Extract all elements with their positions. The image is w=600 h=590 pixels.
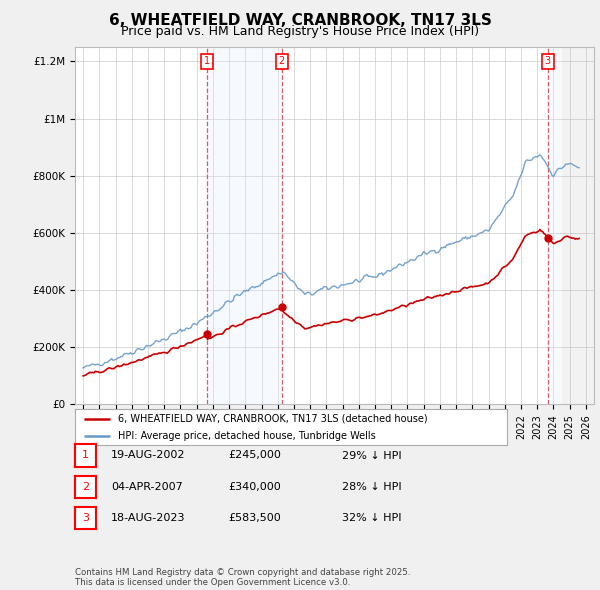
Text: 28% ↓ HPI: 28% ↓ HPI bbox=[342, 482, 401, 491]
Text: 1: 1 bbox=[82, 451, 89, 460]
Text: £583,500: £583,500 bbox=[228, 513, 281, 523]
Text: HPI: Average price, detached house, Tunbridge Wells: HPI: Average price, detached house, Tunb… bbox=[118, 431, 376, 441]
Text: 19-AUG-2002: 19-AUG-2002 bbox=[111, 451, 185, 460]
Text: 6, WHEATFIELD WAY, CRANBROOK, TN17 3LS: 6, WHEATFIELD WAY, CRANBROOK, TN17 3LS bbox=[109, 13, 491, 28]
Text: £340,000: £340,000 bbox=[228, 482, 281, 491]
Text: 2: 2 bbox=[279, 57, 285, 67]
Bar bbox=[207, 47, 282, 404]
Text: 6, WHEATFIELD WAY, CRANBROOK, TN17 3LS (detached house): 6, WHEATFIELD WAY, CRANBROOK, TN17 3LS (… bbox=[118, 414, 428, 424]
Text: 32% ↓ HPI: 32% ↓ HPI bbox=[342, 513, 401, 523]
Text: 3: 3 bbox=[544, 57, 551, 67]
Text: Contains HM Land Registry data © Crown copyright and database right 2025.
This d: Contains HM Land Registry data © Crown c… bbox=[75, 568, 410, 587]
Text: 04-APR-2007: 04-APR-2007 bbox=[111, 482, 183, 491]
Text: 1: 1 bbox=[204, 57, 210, 67]
Text: £245,000: £245,000 bbox=[228, 451, 281, 460]
Text: 2: 2 bbox=[82, 482, 89, 491]
Bar bbox=[562, 47, 594, 404]
Text: 3: 3 bbox=[82, 513, 89, 523]
Bar bbox=[562, 47, 594, 404]
Bar bbox=[548, 47, 562, 404]
Text: Price paid vs. HM Land Registry's House Price Index (HPI): Price paid vs. HM Land Registry's House … bbox=[121, 25, 479, 38]
Text: 18-AUG-2023: 18-AUG-2023 bbox=[111, 513, 185, 523]
Text: 29% ↓ HPI: 29% ↓ HPI bbox=[342, 451, 401, 460]
